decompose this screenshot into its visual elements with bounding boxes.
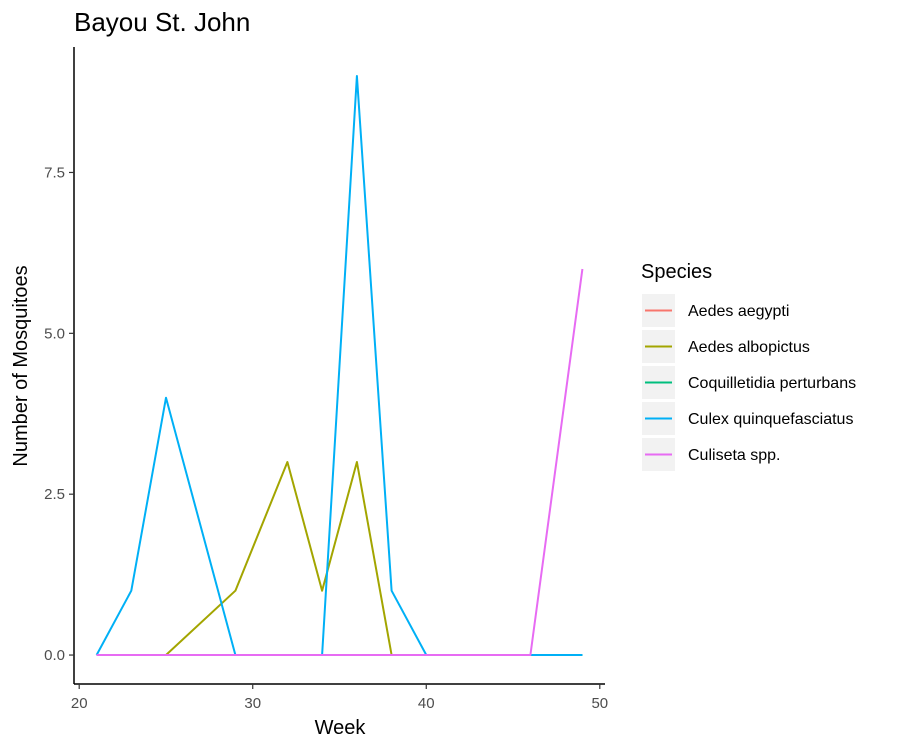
chart-title: Bayou St. John	[74, 7, 250, 37]
x-ticks: 20 30 40 50	[71, 684, 608, 712]
y-axis-title: Number of Mosquitoes	[10, 265, 32, 466]
legend: Species Aedes aegypti Aedes albopictus Coq…	[641, 261, 856, 471]
legend-label: Culiseta spp.	[688, 447, 781, 464]
series-line-aedes-albopictus	[96, 461, 583, 656]
y-ticks: 0.0 2.5 5.0 7.5	[44, 164, 74, 664]
y-tick-label: 0.0	[44, 647, 65, 664]
legend-label: Culex quinquefasciatus	[688, 411, 853, 428]
x-axis-title: Week	[315, 717, 367, 739]
legend-label: Coquilletidia perturbans	[688, 375, 856, 392]
series-line-culiseta-spp	[96, 268, 584, 656]
y-tick-label: 5.0	[44, 325, 65, 342]
x-tick-label: 20	[71, 695, 88, 712]
series-line-culex-quinquefasciatus	[95, 75, 583, 656]
plot-lines	[95, 75, 584, 656]
y-tick-label: 2.5	[44, 486, 65, 503]
x-tick-label: 50	[591, 695, 608, 712]
legend-title: Species	[641, 261, 712, 283]
legend-label: Aedes albopictus	[688, 339, 810, 356]
y-tick-label: 7.5	[44, 164, 65, 181]
x-tick-label: 30	[244, 695, 261, 712]
legend-label: Aedes aegypti	[688, 303, 789, 320]
x-tick-label: 40	[418, 695, 435, 712]
